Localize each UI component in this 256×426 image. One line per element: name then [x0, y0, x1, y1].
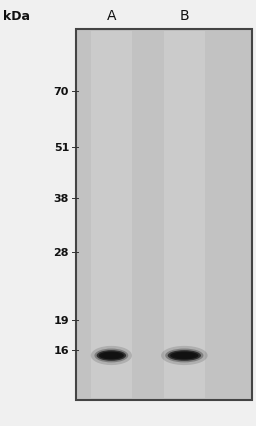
Ellipse shape	[91, 346, 132, 365]
Text: 19: 19	[54, 315, 69, 325]
Text: kDa: kDa	[3, 10, 29, 23]
Text: 16: 16	[54, 345, 69, 355]
Ellipse shape	[170, 351, 198, 360]
Ellipse shape	[102, 353, 121, 359]
Text: 70: 70	[54, 87, 69, 97]
Ellipse shape	[99, 351, 124, 360]
Bar	[76, 30, 252, 400]
Ellipse shape	[161, 346, 208, 365]
Text: 28: 28	[54, 248, 69, 257]
Bar	[164, 32, 205, 398]
Text: 38: 38	[54, 194, 69, 204]
Text: 51: 51	[54, 143, 69, 153]
Ellipse shape	[94, 349, 128, 363]
Ellipse shape	[165, 349, 204, 363]
Ellipse shape	[97, 350, 126, 361]
Bar	[91, 32, 132, 398]
Text: B: B	[179, 9, 189, 23]
Ellipse shape	[174, 353, 195, 359]
Ellipse shape	[168, 350, 201, 361]
Text: A: A	[106, 9, 116, 23]
